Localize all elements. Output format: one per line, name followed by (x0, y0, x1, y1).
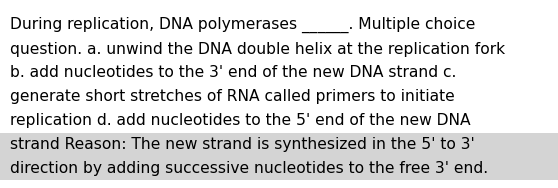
Bar (0, 157, 558, 180)
Bar (0, 133, 558, 157)
Text: question. a. unwind the DNA double helix at the replication fork: question. a. unwind the DNA double helix… (10, 42, 505, 57)
Text: replication d. add nucleotides to the 5' end of the new DNA: replication d. add nucleotides to the 5'… (10, 113, 470, 128)
Text: direction by adding successive nucleotides to the free 3' end.: direction by adding successive nucleotid… (10, 161, 488, 176)
Text: During replication, DNA polymerases ______. Multiple choice: During replication, DNA polymerases ____… (10, 17, 475, 33)
Text: generate short stretches of RNA called primers to initiate: generate short stretches of RNA called p… (10, 89, 455, 104)
Text: b. add nucleotides to the 3' end of the new DNA strand c.: b. add nucleotides to the 3' end of the … (10, 65, 456, 80)
Text: strand Reason: The new strand is synthesized in the 5' to 3': strand Reason: The new strand is synthes… (10, 137, 475, 152)
